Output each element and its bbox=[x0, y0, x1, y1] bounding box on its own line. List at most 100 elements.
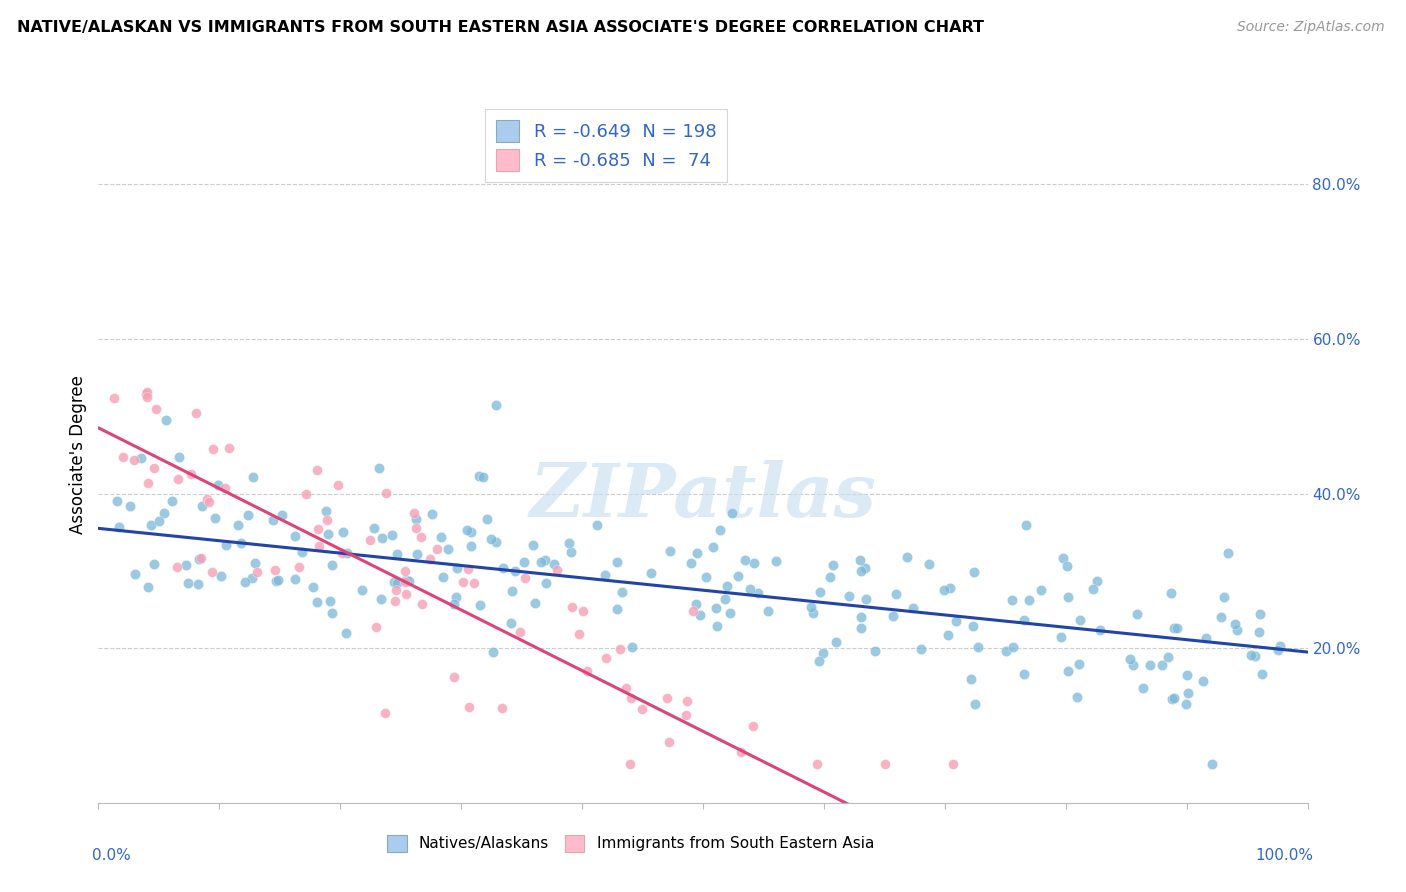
Point bbox=[533, 552, 555, 566]
Point bbox=[734, 553, 756, 567]
Point bbox=[1163, 691, 1185, 706]
Point bbox=[263, 512, 285, 526]
Point bbox=[370, 532, 392, 546]
Point bbox=[266, 573, 288, 587]
Point bbox=[169, 450, 191, 465]
Point bbox=[806, 757, 828, 772]
Point bbox=[685, 597, 707, 611]
Point bbox=[855, 591, 877, 606]
Point bbox=[336, 546, 359, 560]
Point bbox=[561, 599, 583, 614]
Point bbox=[873, 757, 896, 772]
Point bbox=[359, 533, 381, 547]
Point bbox=[630, 702, 652, 716]
Point bbox=[499, 616, 522, 631]
Point bbox=[932, 582, 955, 597]
Point bbox=[801, 606, 824, 620]
Point bbox=[675, 694, 697, 708]
Point bbox=[1069, 613, 1091, 627]
Point bbox=[405, 521, 427, 535]
Point bbox=[190, 551, 212, 566]
Point bbox=[330, 546, 353, 560]
Point bbox=[938, 581, 960, 595]
Point bbox=[207, 478, 229, 492]
Point bbox=[1251, 666, 1274, 681]
Point bbox=[1018, 592, 1040, 607]
Point bbox=[209, 569, 232, 583]
Text: NATIVE/ALASKAN VS IMMIGRANTS FROM SOUTH EASTERN ASIA ASSOCIATE'S DEGREE CORRELAT: NATIVE/ALASKAN VS IMMIGRANTS FROM SOUTH … bbox=[17, 20, 984, 35]
Point bbox=[849, 610, 872, 624]
Point bbox=[659, 543, 682, 558]
Point bbox=[460, 540, 482, 554]
Point bbox=[1157, 649, 1180, 664]
Point bbox=[863, 643, 886, 657]
Point bbox=[936, 628, 959, 642]
Point bbox=[1056, 559, 1078, 574]
Point bbox=[509, 624, 531, 639]
Point bbox=[129, 450, 152, 465]
Point bbox=[820, 569, 842, 583]
Point bbox=[457, 700, 479, 714]
Point bbox=[201, 442, 224, 457]
Point bbox=[284, 529, 307, 543]
Point bbox=[758, 603, 780, 617]
Point bbox=[1014, 613, 1036, 627]
Point bbox=[195, 492, 218, 507]
Point bbox=[444, 590, 467, 604]
Point bbox=[709, 523, 731, 537]
Point bbox=[501, 583, 523, 598]
Point bbox=[640, 566, 662, 581]
Point bbox=[398, 574, 420, 588]
Text: 100.0%: 100.0% bbox=[1256, 848, 1313, 863]
Point bbox=[432, 570, 454, 584]
Point bbox=[1132, 681, 1154, 696]
Point bbox=[896, 549, 918, 564]
Point bbox=[141, 517, 163, 532]
Point bbox=[136, 476, 159, 491]
Point bbox=[884, 586, 907, 600]
Point bbox=[190, 499, 212, 513]
Point bbox=[215, 537, 238, 551]
Point bbox=[536, 576, 558, 591]
Point bbox=[765, 554, 787, 568]
Point bbox=[370, 591, 392, 606]
Point bbox=[1122, 658, 1144, 673]
Point bbox=[721, 506, 744, 520]
Point bbox=[468, 469, 491, 483]
Text: 0.0%: 0.0% bbox=[93, 848, 131, 863]
Point bbox=[616, 681, 638, 695]
Point bbox=[853, 560, 876, 574]
Point bbox=[1029, 582, 1052, 597]
Point bbox=[218, 441, 240, 455]
Point bbox=[460, 524, 482, 539]
Point bbox=[316, 527, 339, 541]
Point bbox=[420, 507, 443, 521]
Point bbox=[184, 406, 207, 420]
Point bbox=[543, 558, 565, 572]
Point bbox=[595, 651, 617, 665]
Point bbox=[385, 583, 408, 598]
Point bbox=[167, 472, 190, 486]
Point bbox=[560, 545, 582, 559]
Point bbox=[619, 757, 641, 772]
Point bbox=[477, 511, 499, 525]
Point bbox=[1223, 617, 1246, 632]
Point bbox=[1226, 623, 1249, 637]
Point bbox=[702, 541, 724, 555]
Point bbox=[808, 585, 831, 599]
Point bbox=[155, 412, 177, 426]
Point bbox=[105, 494, 128, 508]
Point bbox=[402, 506, 425, 520]
Point bbox=[994, 644, 1017, 658]
Point bbox=[945, 614, 967, 628]
Point bbox=[741, 719, 763, 733]
Point bbox=[103, 391, 125, 405]
Point bbox=[176, 576, 198, 591]
Point bbox=[411, 597, 433, 611]
Point bbox=[485, 535, 508, 549]
Point bbox=[321, 558, 343, 573]
Point bbox=[942, 757, 965, 772]
Point bbox=[675, 707, 697, 722]
Point bbox=[301, 580, 323, 594]
Point bbox=[1001, 593, 1024, 607]
